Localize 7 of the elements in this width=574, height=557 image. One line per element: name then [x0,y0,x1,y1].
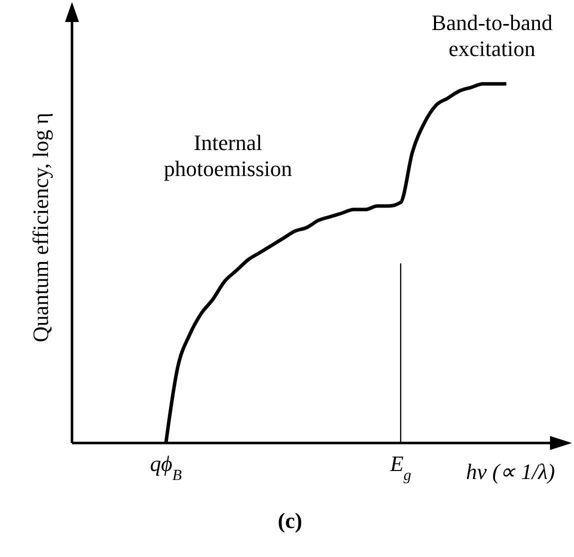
x-axis-title: hν (∝ 1/λ) [466,459,555,484]
text: (c) [278,508,302,533]
x-tick-label: qϕ$_{B}$ [150,451,182,484]
annotation: Internal photoemission [164,130,292,181]
x-tick-label: E$_{g}$ [389,451,412,484]
y-axis-title: Quantum efficiency, log η [28,112,53,342]
text: Band-to-band excitation [432,10,552,61]
